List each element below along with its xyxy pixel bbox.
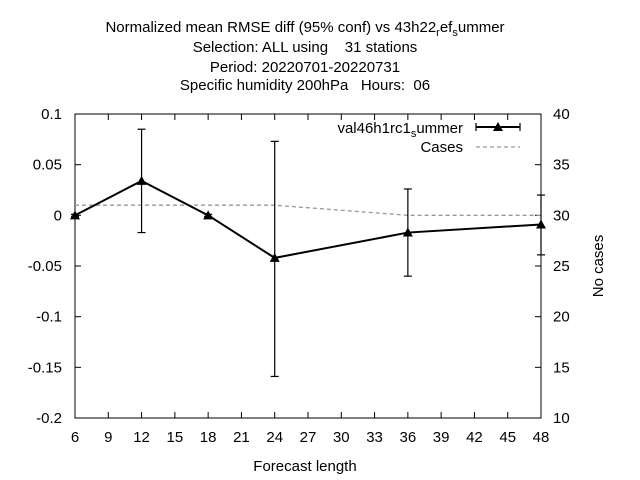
y2-tick-label: 10 xyxy=(553,410,570,427)
legend: val46h1rc1summer Cases xyxy=(337,120,521,156)
legend-marker-main xyxy=(493,122,503,131)
x-tick-label: 45 xyxy=(499,429,516,446)
y2-tick-label: 35 xyxy=(553,157,570,174)
y2-tick-label: 30 xyxy=(553,207,570,224)
data-point-marker xyxy=(70,210,80,220)
y-tick-label: -0.05 xyxy=(28,258,62,275)
legend-label-main: val46h1rc1summer xyxy=(337,120,463,140)
title-line-1: Normalized mean RMSE diff (95% conf) vs … xyxy=(105,19,504,39)
x-tick-label: 42 xyxy=(466,429,483,446)
cases-series xyxy=(75,204,541,216)
x-tick-label: 36 xyxy=(400,429,417,446)
y-tick-label: 0 xyxy=(54,207,62,224)
x-tick-label: 48 xyxy=(533,429,550,446)
x-axis-label: Forecast length xyxy=(253,458,356,475)
data-point-marker xyxy=(536,219,546,229)
chart-title: Normalized mean RMSE diff (95% conf) vs … xyxy=(105,19,504,94)
y2-tick-label: 40 xyxy=(553,106,570,123)
data-point-marker xyxy=(269,252,280,262)
x-tick-label: 24 xyxy=(266,429,283,446)
x-tick-label: 21 xyxy=(233,429,250,446)
legend-label-cases: Cases xyxy=(420,139,463,156)
title-line-4: Specific humidity 200hPa Hours: 06 xyxy=(180,77,430,94)
x-tick-label: 15 xyxy=(167,429,184,446)
y-tick-label: 0.1 xyxy=(41,106,62,123)
y2-tick-label: 15 xyxy=(553,359,570,376)
y-tick-label: 0.05 xyxy=(33,157,62,174)
x-tick-label: 12 xyxy=(133,429,150,446)
x-tick-label: 39 xyxy=(433,429,450,446)
data-point-marker xyxy=(203,210,214,220)
series-line xyxy=(74,179,542,259)
x-tick-label: 33 xyxy=(366,429,383,446)
axis-ticks: 6 9 12 15 18 21 24 27 30 33 36 39 42 45 48 0.1 0.05 0 -0.0… xyxy=(28,106,570,446)
plot-frame xyxy=(74,113,542,419)
x-tick-label: 6 xyxy=(71,429,79,446)
y2-tick-label: 20 xyxy=(553,309,570,326)
title-line-2: Selection: ALL using 31 stations xyxy=(193,39,418,56)
data-point-marker xyxy=(136,175,147,185)
y-tick-label: -0.2 xyxy=(36,410,62,427)
main-series xyxy=(70,128,546,378)
y-tick-label: -0.1 xyxy=(36,309,62,326)
x-tick-label: 27 xyxy=(300,429,317,446)
y-tick-label: -0.15 xyxy=(28,359,62,376)
title-line-3: Period: 20220701-20220731 xyxy=(210,59,400,76)
y2-axis-label: No cases xyxy=(590,235,607,298)
y2-tick-label: 25 xyxy=(553,258,570,275)
cases-line xyxy=(75,204,541,216)
data-point-marker xyxy=(402,227,413,237)
x-tick-label: 9 xyxy=(104,429,112,446)
x-tick-label: 18 xyxy=(200,429,217,446)
x-tick-label: 30 xyxy=(333,429,350,446)
